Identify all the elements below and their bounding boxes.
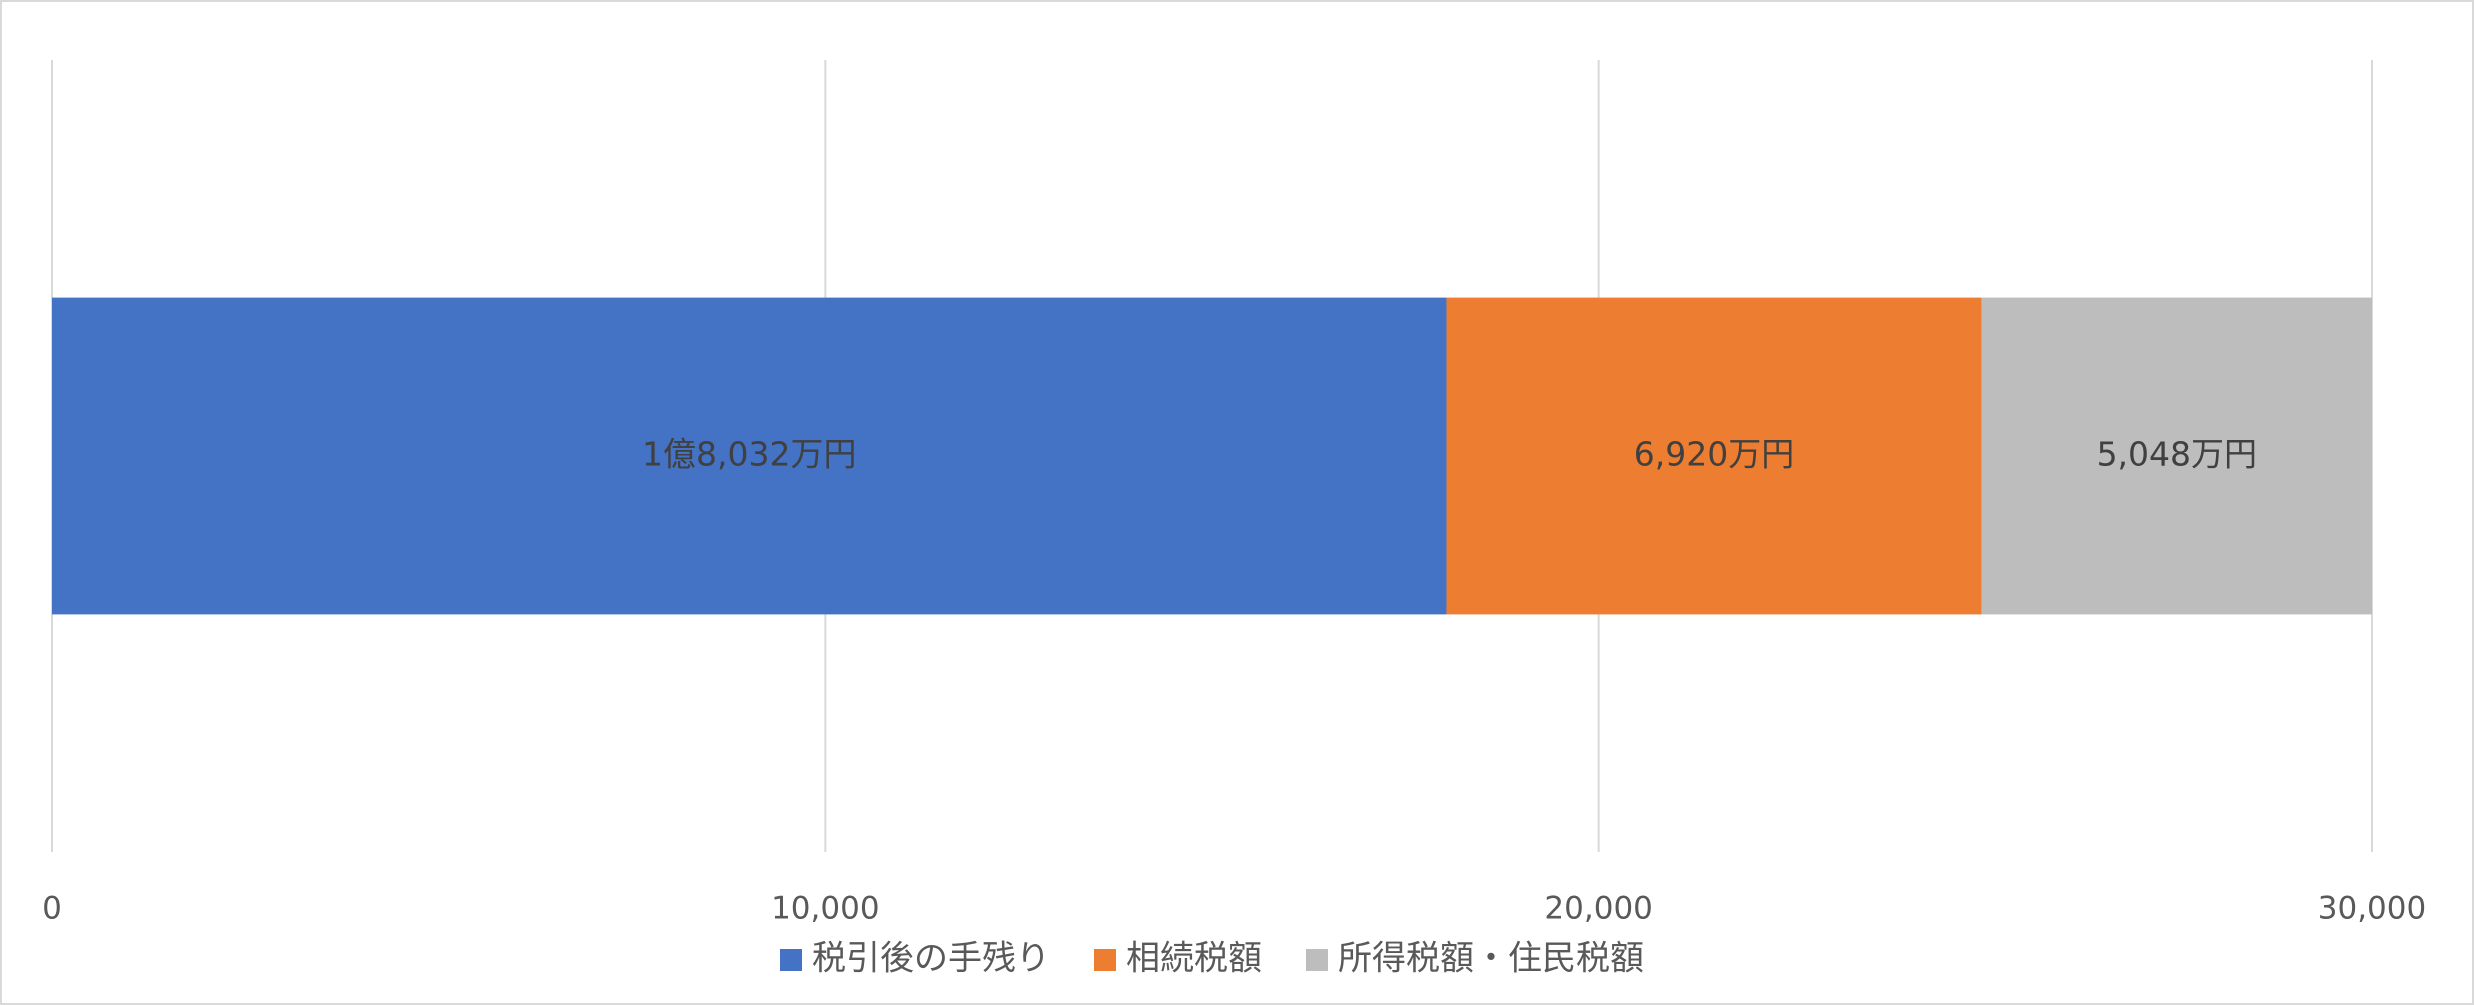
bar-segment	[52, 297, 1447, 615]
legend-swatch	[1306, 949, 1328, 971]
x-tick-label: 10,000	[771, 891, 879, 927]
legend-label: 所得税額・住民税額	[1338, 939, 1644, 979]
data-label: 1億8,032万円	[642, 435, 856, 474]
legend-label: 税引後の手残り	[812, 939, 1050, 979]
x-tick-label: 30,000	[2318, 891, 2426, 927]
data-label: 5,048万円	[2097, 435, 2257, 474]
x-tick-label: 20,000	[1544, 891, 1652, 927]
legend-swatch	[780, 949, 802, 971]
bar-segment	[1981, 297, 2372, 615]
data-label: 6,920万円	[1634, 435, 1794, 474]
legend-swatch	[1094, 949, 1116, 971]
bar-segment	[1446, 297, 1982, 615]
x-tick-label: 0	[42, 891, 62, 927]
legend-label: 相続税額	[1126, 939, 1262, 979]
